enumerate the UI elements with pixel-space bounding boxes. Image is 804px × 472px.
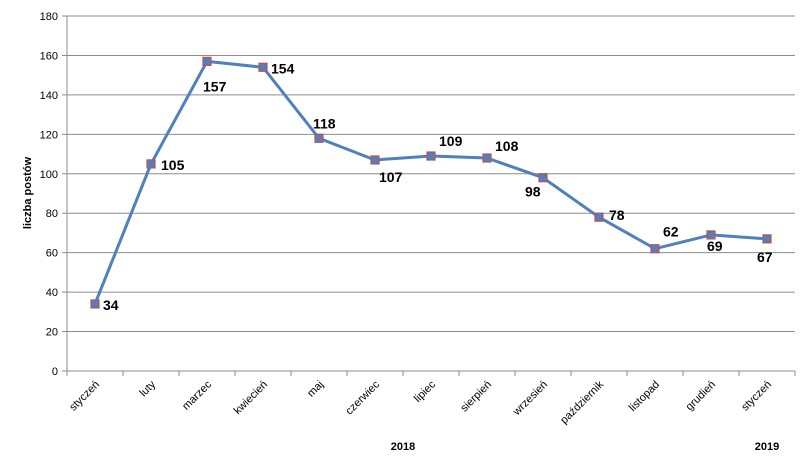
y-tick-label: 100 — [40, 169, 58, 181]
y-tick-label: 120 — [40, 129, 58, 141]
y-axis-title: liczba postów — [22, 157, 34, 230]
data-label: 157 — [203, 78, 227, 94]
year-labels: 2018 2019 — [391, 441, 779, 453]
y-tick-label: 20 — [46, 327, 58, 339]
x-tick-label: styczeń — [67, 379, 102, 414]
data-point-marker — [202, 56, 212, 66]
data-point-marker — [650, 244, 660, 254]
x-tick-label: grudień — [684, 379, 718, 413]
data-point-marker — [426, 151, 436, 161]
x-tick-label: czerwiec — [343, 378, 382, 417]
data-label: 105 — [161, 157, 185, 173]
y-tick-labels: 0 20 40 60 80 100 120 140 160 180 — [40, 11, 58, 378]
data-label: 67 — [757, 249, 773, 265]
y-tick-label: 80 — [46, 208, 58, 220]
data-label: 118 — [313, 115, 336, 131]
y-tick-label: 40 — [46, 287, 58, 299]
data-label: 109 — [439, 133, 463, 149]
data-point-marker — [258, 62, 268, 72]
data-point-marker — [370, 155, 380, 165]
series-line — [93, 59, 768, 305]
data-label: 62 — [663, 224, 679, 240]
data-point-marker — [146, 159, 156, 169]
x-tick-label: lipiec — [412, 378, 439, 405]
data-label: 69 — [707, 238, 723, 254]
y-tick-label: 0 — [52, 366, 58, 378]
data-markers — [90, 56, 772, 309]
x-tick-label: marzec — [180, 378, 214, 412]
data-label: 108 — [495, 138, 519, 154]
data-labels: 34 105 157 154 118 107 109 108 98 78 62 69 67 — [103, 60, 773, 313]
x-tick-labels: styczeń luty marzec kwiecień maj czerwiec lipi… — [67, 378, 774, 426]
y-tick-label: 140 — [40, 90, 58, 102]
year-label: 2019 — [755, 441, 779, 453]
data-point-marker — [90, 299, 100, 309]
y-tick-label: 160 — [40, 50, 58, 62]
data-point-marker — [538, 173, 548, 183]
x-tick-label: październik — [558, 378, 606, 426]
data-point-marker — [706, 230, 716, 240]
x-tick-label: kwiecień — [232, 379, 270, 417]
data-point-marker — [482, 153, 492, 163]
data-point-marker — [762, 234, 772, 244]
y-tick-label: 180 — [40, 11, 58, 23]
gridlines — [67, 15, 795, 333]
year-label: 2018 — [391, 441, 415, 453]
y-tick-label: 60 — [46, 248, 58, 260]
data-label: 107 — [379, 169, 403, 185]
data-label: 34 — [103, 297, 119, 313]
x-tick-label: sierpień — [458, 379, 494, 415]
data-label: 98 — [525, 184, 541, 200]
x-tick-label: listopad — [627, 379, 662, 414]
data-label: 154 — [271, 60, 295, 76]
x-tick-label: luty — [138, 378, 159, 399]
x-tick-label: maj — [305, 379, 326, 400]
data-label: 78 — [609, 207, 625, 223]
x-tick-label: styczeń — [739, 379, 774, 414]
data-point-marker — [594, 212, 604, 222]
data-point-marker — [314, 133, 324, 143]
axes — [62, 15, 796, 376]
x-tick-label: wrzesień — [510, 379, 550, 419]
series-line-path — [93, 59, 768, 305]
